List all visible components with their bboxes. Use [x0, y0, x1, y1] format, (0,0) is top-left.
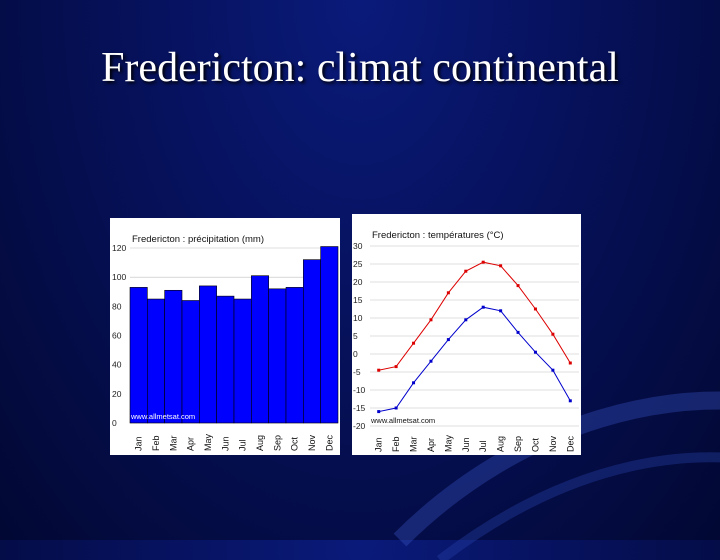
x-tick-label: Dec: [324, 434, 334, 451]
x-tick-label: Jun: [220, 436, 230, 451]
y-tick-label: 60: [112, 331, 122, 341]
y-tick-label: 0: [112, 418, 117, 428]
y-tick-label: -15: [353, 403, 366, 413]
data-point: [377, 410, 381, 414]
data-point: [499, 309, 503, 313]
background-swoosh: [393, 391, 720, 560]
y-tick-label: 20: [353, 277, 363, 287]
data-point: [551, 368, 555, 372]
bar: [164, 289, 183, 424]
y-tick-label: 100: [112, 272, 126, 282]
y-tick-label: 20: [112, 389, 122, 399]
data-point: [429, 359, 433, 363]
temperature-chart-svg: 30 25 20 15 10 5 0 -5 -10 -15 -20 Fredericton : tem…: [353, 230, 579, 452]
series-line: [378, 261, 571, 371]
precipitation-chart-svg: 120 100 80 60 40 20 0 Fredericton : précipitati…: [112, 234, 339, 451]
x-tick-label: Aug: [255, 435, 265, 451]
data-point: [394, 406, 398, 410]
bar: [303, 259, 321, 424]
data-point: [377, 368, 381, 372]
chart-title: Fredericton : précipitation (mm): [132, 234, 264, 245]
data-point: [533, 350, 537, 354]
data-point: [464, 318, 468, 322]
x-tick-label: Jun: [461, 437, 471, 452]
bar: [251, 275, 269, 424]
x-tick-label: Mar: [168, 435, 178, 451]
x-tick-label: Apr: [186, 437, 196, 451]
y-tick-label: 40: [112, 360, 122, 370]
data-point: [481, 305, 485, 309]
y-tick-label: -5: [353, 367, 361, 377]
y-tick-label: 80: [112, 301, 122, 311]
x-tick-label: Jul: [478, 440, 488, 452]
y-tick-label: 15: [353, 295, 363, 305]
precipitation-chart: 120 100 80 60 40 20 0 Fredericton : précipitati…: [110, 218, 340, 455]
x-tick-label: Oct: [530, 437, 540, 452]
x-tick-label: Sep: [272, 435, 282, 451]
data-point: [464, 269, 468, 273]
data-point: [551, 332, 555, 336]
chart-title: Fredericton : températures (°C): [372, 230, 504, 241]
bar: [181, 300, 200, 424]
data-point: [516, 284, 520, 288]
x-tick-label: Mar: [409, 436, 419, 452]
x-tick-label: May: [443, 434, 453, 452]
x-tick-label: Aug: [496, 436, 506, 452]
y-tick-label: 5: [353, 331, 358, 341]
bar: [216, 295, 235, 424]
data-point: [412, 341, 416, 345]
data-point: [499, 264, 503, 268]
data-point: [568, 399, 572, 403]
bar: [129, 287, 148, 424]
watermark: www.allmetsat.com: [370, 416, 435, 425]
bar: [147, 298, 165, 424]
slide-title: Fredericton: climat continental: [101, 45, 619, 91]
y-tick-label: 25: [353, 259, 363, 269]
x-tick-label: Jan: [374, 437, 384, 452]
x-tick-label: Nov: [548, 435, 558, 452]
x-tick-label: Apr: [426, 438, 436, 452]
x-tick-label: Dec: [565, 435, 575, 452]
data-point: [446, 338, 450, 342]
x-tick-label: Sep: [513, 436, 523, 452]
y-tick-label: 30: [353, 241, 363, 251]
x-tick-label: Nov: [307, 434, 317, 451]
y-tick-label: -10: [353, 385, 366, 395]
y-tick-label: 10: [353, 313, 363, 323]
data-point: [412, 381, 416, 385]
watermark: www.allmetsat.com: [130, 412, 195, 421]
data-point: [533, 307, 537, 311]
x-tick-label: Feb: [151, 435, 161, 451]
data-point: [568, 361, 572, 365]
bar: [233, 298, 252, 424]
data-point: [516, 330, 520, 334]
data-point: [429, 318, 433, 322]
data-point: [394, 365, 398, 369]
bar: [285, 287, 304, 424]
x-tick-label: May: [203, 433, 213, 451]
x-tick-label: Feb: [391, 436, 401, 452]
bar: [199, 285, 217, 424]
bar: [320, 246, 339, 424]
x-tick-label: Jul: [238, 439, 248, 451]
y-tick-label: 0: [353, 349, 358, 359]
y-tick-label: 120: [112, 243, 126, 253]
temperature-chart: 30 25 20 15 10 5 0 -5 -10 -15 -20 Fredericton : tem…: [352, 214, 581, 455]
y-tick-label: -20: [353, 421, 366, 431]
x-tick-label: Oct: [290, 436, 300, 451]
x-tick-label: Jan: [134, 436, 144, 451]
data-point: [446, 291, 450, 295]
bar: [268, 288, 287, 424]
series-line: [378, 306, 571, 413]
data-point: [481, 260, 485, 264]
